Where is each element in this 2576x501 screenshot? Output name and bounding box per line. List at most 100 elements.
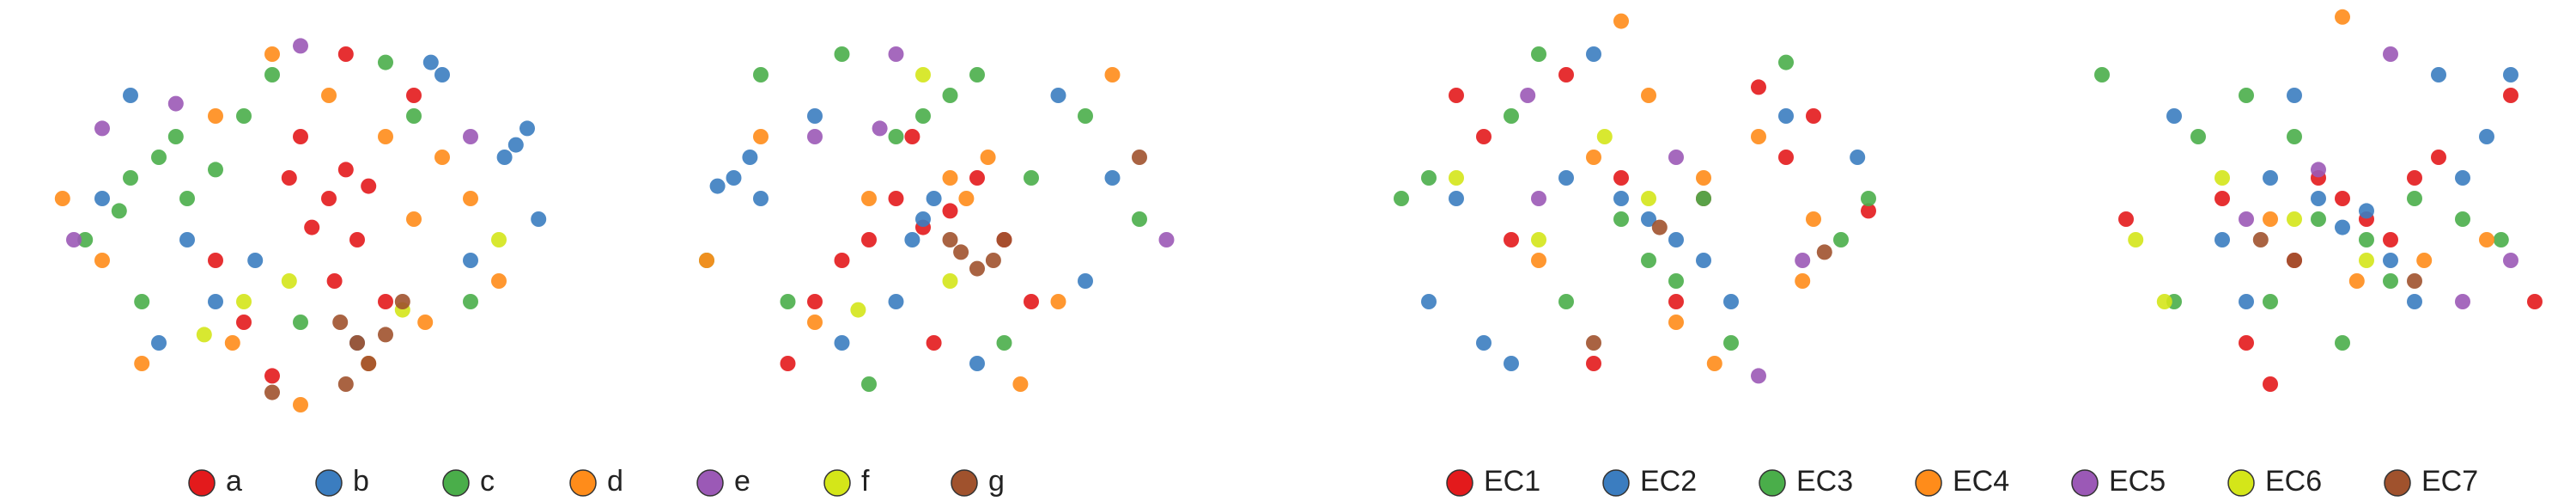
point (2311, 211, 2326, 227)
point (378, 54, 393, 70)
legend-marker (1759, 469, 1786, 497)
legend-label: EC1 (1484, 465, 1540, 498)
point (208, 108, 223, 124)
point (2383, 273, 2398, 289)
legend-label: EC7 (2421, 465, 2478, 498)
point (699, 253, 714, 268)
point (1668, 315, 1684, 330)
point (726, 170, 742, 186)
point (1132, 150, 1147, 165)
point (264, 384, 280, 400)
point (2287, 129, 2302, 144)
point (985, 253, 1001, 268)
point (1012, 376, 1029, 392)
point (996, 232, 1012, 247)
legend-label: g (988, 465, 1005, 498)
point (2239, 294, 2254, 309)
point (2359, 253, 2374, 268)
point (337, 162, 354, 178)
point (196, 327, 212, 343)
legend-label: EC5 (2109, 465, 2166, 498)
point (1558, 170, 1574, 186)
point (394, 294, 410, 309)
point (915, 67, 931, 82)
legend-label: EC3 (1796, 465, 1853, 498)
point (2311, 162, 2326, 178)
point (942, 203, 958, 219)
point (2252, 232, 2269, 247)
point (361, 356, 377, 371)
point (1751, 368, 1766, 384)
point (915, 211, 931, 227)
point (834, 253, 850, 268)
point (834, 46, 850, 62)
point (753, 191, 769, 206)
point (337, 376, 354, 392)
point (1641, 191, 1656, 206)
point (1531, 46, 1546, 62)
point (134, 294, 150, 309)
point (94, 120, 110, 137)
point (2166, 108, 2182, 124)
point (2348, 273, 2365, 289)
point (1586, 335, 1601, 351)
point (167, 95, 184, 112)
point (281, 170, 297, 186)
point (1449, 191, 1464, 206)
point (1795, 253, 1811, 268)
point (969, 356, 985, 371)
point (378, 129, 393, 144)
point (519, 120, 535, 137)
point (2287, 211, 2302, 227)
legend-label: f (861, 465, 870, 498)
point (2311, 191, 2326, 206)
point (167, 129, 184, 144)
point (753, 129, 769, 144)
point (54, 191, 70, 206)
point (1050, 294, 1066, 309)
point (861, 232, 877, 247)
point (1613, 13, 1629, 29)
point (904, 232, 920, 247)
point (179, 232, 195, 247)
point (1586, 356, 1601, 371)
legend-label: b (353, 465, 369, 498)
point (2455, 211, 2470, 227)
point (1795, 273, 1811, 289)
point (1696, 191, 1711, 206)
point (2263, 294, 2278, 309)
point (281, 273, 297, 289)
point (969, 67, 985, 82)
point (1132, 211, 1147, 227)
point (2263, 376, 2278, 392)
point (1531, 253, 1546, 268)
point (1421, 170, 1437, 186)
point (2407, 294, 2422, 309)
point (1158, 232, 1175, 247)
point (1504, 356, 1519, 371)
point (2527, 294, 2543, 309)
point (1104, 170, 1121, 186)
point (1421, 294, 1437, 309)
point (2503, 67, 2518, 82)
legend-label: e (734, 465, 750, 498)
point (1641, 88, 1656, 103)
point (2407, 170, 2422, 186)
point (904, 129, 920, 144)
point (709, 178, 726, 194)
point (2359, 232, 2374, 247)
point (304, 219, 320, 235)
point (807, 129, 823, 144)
point (2215, 232, 2230, 247)
point (123, 170, 138, 186)
point (953, 244, 969, 260)
point (264, 67, 280, 82)
point (2503, 253, 2518, 268)
point (326, 273, 343, 289)
legend-label: EC6 (2265, 465, 2322, 498)
point (1024, 294, 1039, 309)
point (2479, 232, 2494, 247)
point (1668, 150, 1684, 165)
point (1104, 67, 1121, 82)
point (1806, 108, 1821, 124)
